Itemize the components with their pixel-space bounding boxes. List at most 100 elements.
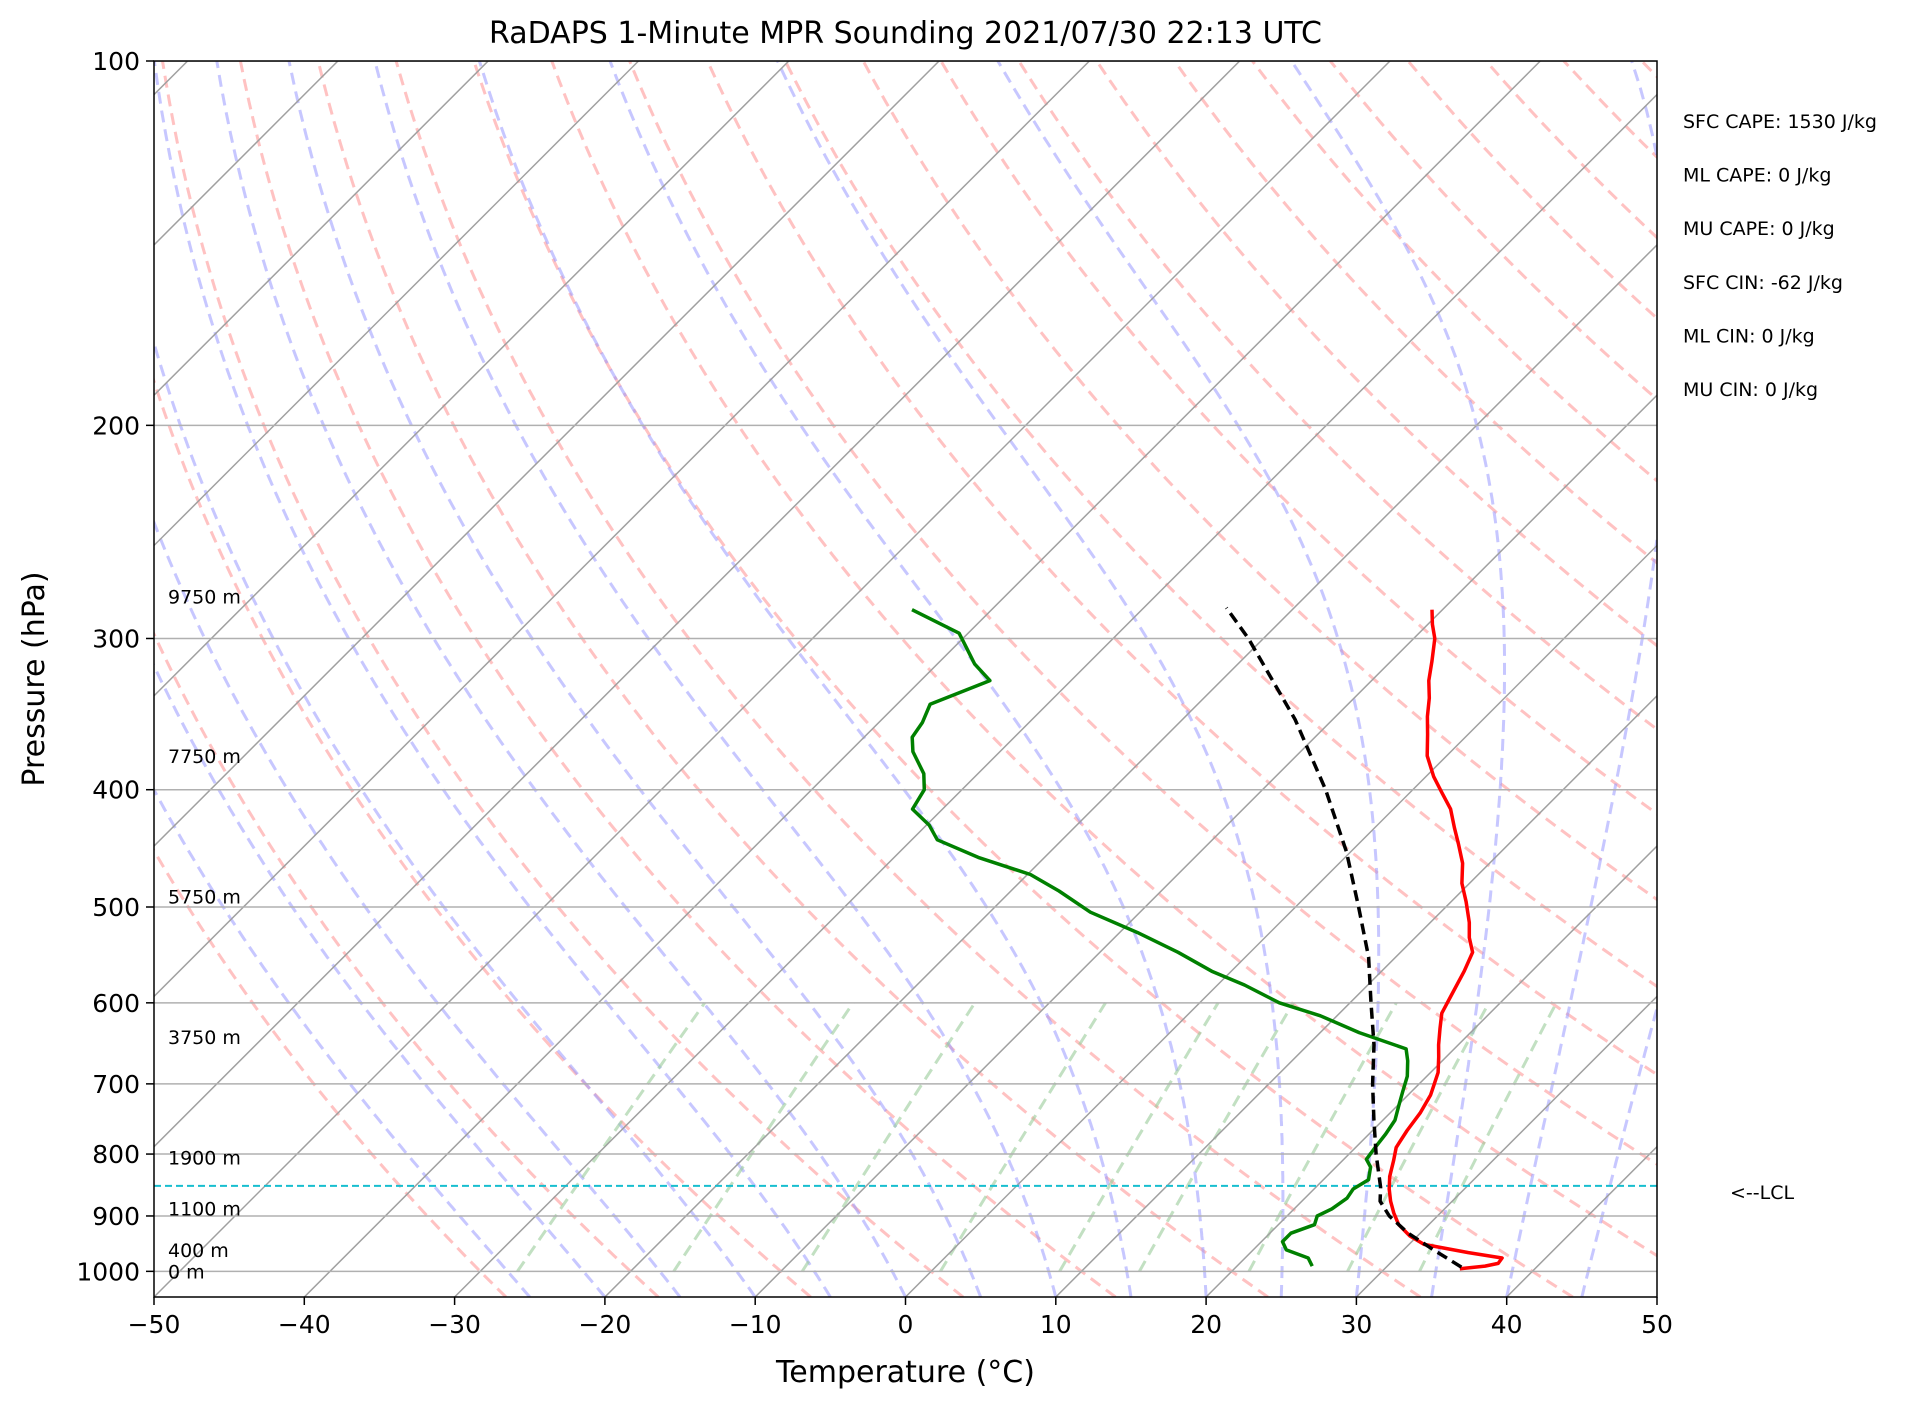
dry-adiabat-line	[1017, 61, 1657, 732]
mixing-ratio-line	[1058, 1002, 1220, 1273]
moist-adiabat-line	[1505, 61, 1657, 1297]
isotherm-line	[1205, 845, 1657, 1297]
isotherm-line	[1506, 1145, 1657, 1297]
isotherm-line	[154, 61, 1391, 1297]
mixing-ratio-line	[516, 1001, 706, 1273]
dry-adiabat-line	[706, 61, 1657, 1077]
isotherm-line	[904, 544, 1657, 1297]
dry-adiabat-line	[628, 61, 1657, 1167]
mixing-ratio-line	[1418, 1002, 1558, 1273]
moist-adiabat-line	[215, 61, 907, 1297]
x-tick-label: 50	[1641, 1310, 1673, 1339]
stability-index-text: ML CAPE: 0 J/kg	[1683, 165, 1831, 187]
chart-title: RaDAPS 1-Minute MPR Sounding 2021/07/30 …	[489, 16, 1322, 51]
moist-adiabat-line	[608, 61, 1208, 1297]
isotherm-line	[604, 243, 1657, 1297]
height-label: 1900 m	[168, 1147, 241, 1169]
y-tick-label: 400	[92, 776, 140, 805]
mixing-ratio-line	[800, 1001, 977, 1273]
x-tick-label: 20	[1190, 1310, 1222, 1339]
isotherm-line	[1355, 995, 1657, 1297]
y-tick-label: 1000	[76, 1257, 140, 1286]
dry-adiabat-line	[1095, 61, 1657, 648]
height-label: 9750 m	[168, 587, 241, 609]
y-tick-label: 700	[92, 1070, 140, 1099]
dry-adiabat-line	[1562, 61, 1657, 160]
dry-adiabat-line	[154, 630, 660, 1297]
dry-adiabat-line	[154, 847, 507, 1297]
isotherm-line	[154, 61, 640, 547]
y-tick-label: 800	[92, 1140, 140, 1169]
y-tick-label: 300	[92, 624, 140, 653]
height-label: 7750 m	[168, 746, 241, 768]
isotherm-line	[154, 61, 940, 848]
height-label: 1100 m	[168, 1198, 241, 1220]
y-tick-label: 100	[92, 47, 140, 76]
dry-adiabat-line	[316, 61, 1269, 1297]
isotherm-line	[1656, 1295, 1657, 1297]
isotherm-line	[454, 93, 1657, 1297]
dry-adiabat-line	[1484, 61, 1657, 240]
moist-adiabat-line	[996, 61, 1381, 1297]
dry-adiabat-line	[238, 61, 1117, 1297]
moist-adiabat-line	[154, 518, 682, 1297]
y-tick-label: 200	[92, 411, 140, 440]
lcl-label: <--LCL	[1730, 1182, 1794, 1204]
isotherm-line	[754, 394, 1657, 1297]
dewpoint-profile-line	[910, 608, 1410, 1267]
moist-adiabat-line	[373, 61, 1058, 1297]
isotherm-line	[154, 61, 1241, 1148]
x-tick-label: −20	[579, 1310, 632, 1339]
mixing-ratio-line	[1346, 1002, 1491, 1273]
mixing-ratio-line	[939, 1002, 1107, 1273]
moist-adiabat-line	[776, 61, 1285, 1297]
dry-adiabat-line	[1797, 61, 1925, 1297]
dry-adiabat-line	[1173, 61, 1657, 565]
isotherm-line	[1055, 694, 1657, 1297]
x-tick-label: 0	[898, 1310, 914, 1339]
y-axis-label: Pressure (hPa)	[17, 571, 52, 786]
dry-adiabat-line	[154, 376, 812, 1297]
stability-index-text: SFC CIN: -62 J/kg	[1683, 272, 1843, 294]
x-tick-label: 30	[1340, 1310, 1372, 1339]
height-label: 0 m	[168, 1261, 205, 1283]
y-tick-label: 600	[92, 989, 140, 1018]
isotherm-line	[303, 61, 1541, 1297]
moist-adiabat-line	[154, 662, 607, 1297]
dry-adiabat-line	[1251, 61, 1657, 483]
height-label: 5750 m	[168, 886, 241, 908]
stability-index-text: MU CIN: 0 J/kg	[1683, 379, 1818, 401]
x-tick-label: −30	[428, 1310, 481, 1339]
isotherm-line	[154, 61, 1090, 998]
dry-adiabat-line	[1720, 61, 1925, 1297]
dry-adiabat-line	[939, 61, 1657, 816]
dry-adiabat-line	[861, 61, 1657, 902]
isotherm-line	[154, 61, 790, 697]
dry-adiabat-line	[1406, 61, 1657, 321]
mixing-ratio-line	[672, 1001, 855, 1273]
x-tick-label: −10	[729, 1310, 782, 1339]
height-label: 400 m	[168, 1240, 229, 1262]
dry-adiabat-line	[472, 61, 1574, 1297]
dry-adiabat-line	[394, 61, 1422, 1297]
x-tick-label: −40	[278, 1310, 331, 1339]
moist-adiabat-line	[154, 786, 531, 1297]
moist-adiabat-line	[154, 337, 757, 1297]
y-tick-label: 500	[92, 893, 140, 922]
temperature-profile-line	[1387, 609, 1504, 1271]
x-tick-label: 40	[1491, 1310, 1523, 1339]
dry-adiabat-line	[550, 61, 1657, 1258]
mixing-ratio-line	[1247, 1002, 1398, 1273]
moist-adiabat-line	[154, 61, 832, 1297]
parcel-profile-line	[1224, 606, 1463, 1269]
stability-index-text: SFC CAPE: 1530 J/kg	[1683, 111, 1877, 133]
stability-index-text: MU CAPE: 0 J/kg	[1683, 218, 1835, 240]
moist-adiabat-line	[1580, 1002, 1657, 1297]
dry-adiabat-line	[783, 61, 1657, 989]
dry-adiabat-line	[161, 61, 965, 1297]
isotherm-line	[154, 61, 489, 397]
moist-adiabat-line	[1290, 61, 1506, 1297]
stability-index-text: ML CIN: 0 J/kg	[1683, 325, 1815, 347]
x-tick-label: 10	[1040, 1310, 1072, 1339]
